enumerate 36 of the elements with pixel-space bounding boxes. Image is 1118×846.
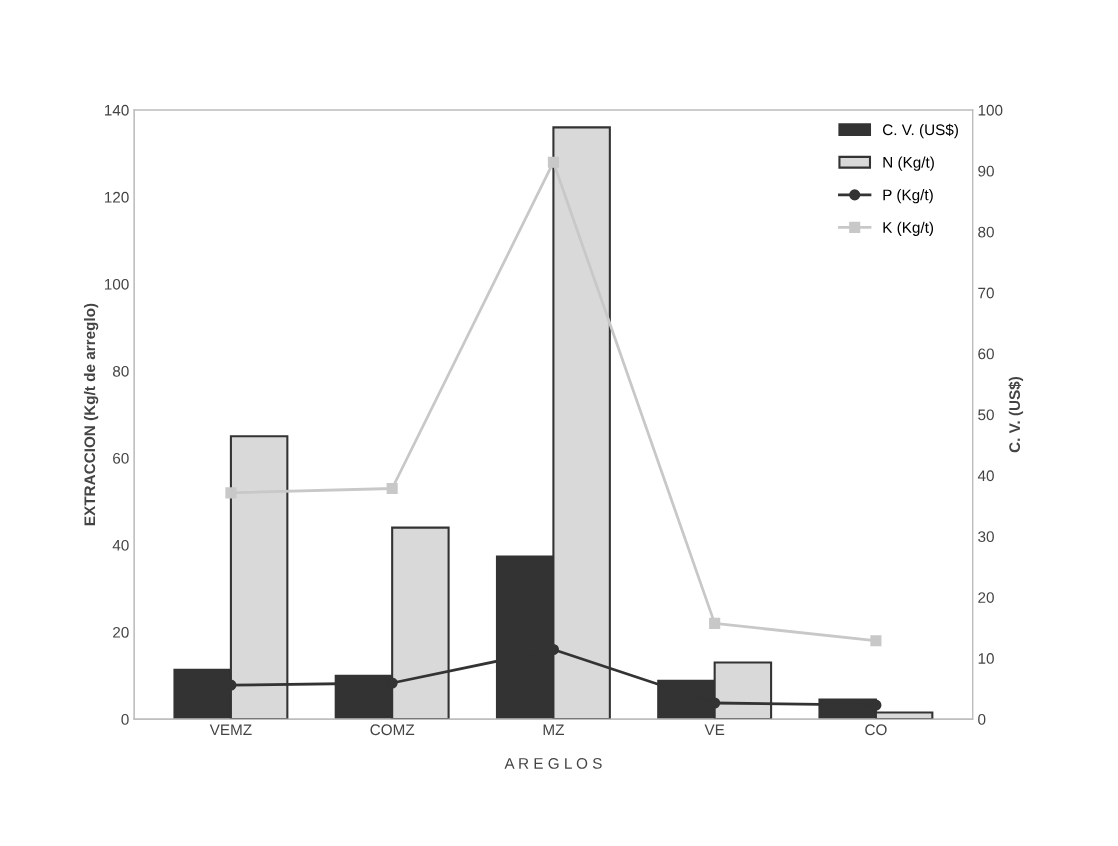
y-tick-label: 20 [113,626,129,638]
y2-tick-label: 20 [978,592,994,603]
y-axis-title: EXTRACCION (Kg/t de arreglo) [83,303,99,526]
point [547,156,559,168]
y2-tick-label: 100 [978,104,1003,116]
y2-tick-label: 30 [978,531,994,543]
x-tick-label: VE [704,724,725,736]
legend-label: N (Kg/t) [883,156,934,171]
point [386,482,398,495]
y2-tick-label: 70 [978,287,994,299]
y-tick-label: 0 [121,713,129,725]
y-tick-label: 80 [112,365,129,377]
y2-tick-label: 80 [978,226,994,238]
y-tick-label: 100 [104,278,129,290]
point [709,617,721,629]
x-axis-title: A R E G L O S [504,758,602,769]
point [870,635,882,647]
y2-tick-label: 90 [978,165,994,177]
y-tick-label: 120 [104,191,129,203]
y-tick-label: 60 [113,452,129,464]
y2-tick-label: 50 [978,409,994,421]
y2-tick-label: 60 [978,348,994,360]
legend-label: P (Kg/t) [883,189,933,204]
point [225,487,237,499]
y2-tick-label: 40 [977,470,994,482]
y-tick-label: 140 [104,104,129,116]
y2-axis-title: C. V. (US$) [1008,376,1024,453]
x-tick-label: VEMZ [209,724,252,736]
x-tick-label: MZ [543,724,564,736]
legend-label: C. V. (US$) [882,123,958,139]
y2-tick-label: 10 [978,653,994,664]
x-tick-label: CO [865,724,887,736]
y-tick-label: 40 [112,539,129,551]
legend-label: K (Kg/t) [883,221,934,236]
y2-tick-label: 0 [978,713,986,725]
x-tick-label: COMZ [370,724,415,736]
